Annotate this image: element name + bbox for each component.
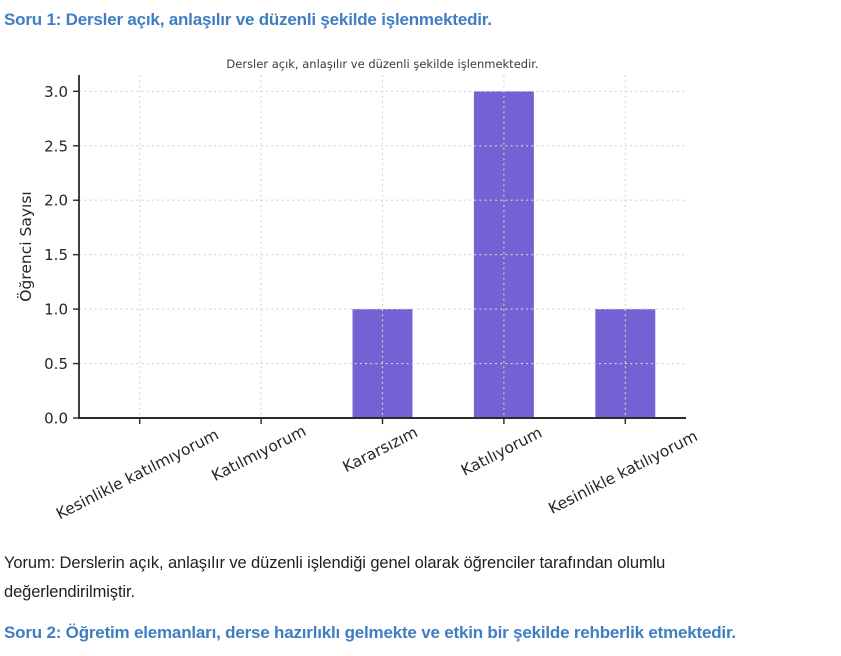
- y-tick-label: 3.0: [44, 83, 68, 101]
- y-axis-title: Öğrenci Sayısı: [16, 191, 35, 301]
- y-tick-label: 0.5: [44, 355, 68, 373]
- y-tick-label: 2.0: [44, 192, 68, 210]
- x-tick-label: Katılıyorum: [458, 423, 545, 479]
- y-tick-label: 1.0: [44, 301, 68, 319]
- x-tick-label: Kararsızım: [340, 423, 421, 476]
- chart-title: Dersler açık, anlaşılır ve düzenli şekil…: [226, 57, 538, 71]
- x-tick-label: Katılmıyorum: [209, 422, 309, 485]
- y-tick-label: 1.5: [44, 246, 68, 264]
- bar-chart-svg: 0.0 0.5 1.0 1.5 2.0 2.5 3.0 Kesinlikle katılmıy…: [16, 57, 701, 524]
- bar: [473, 91, 534, 419]
- question-2-heading: Soru 2: Öğretim elemanları, derse hazırl…: [4, 623, 736, 642]
- question-1-heading: Soru 1: Dersler açık, anlaşılır ve düzen…: [4, 10, 492, 29]
- x-tick-label: Kesinlikle katılmıyorum: [53, 426, 221, 524]
- chart-figure: 0.0 0.5 1.0 1.5 2.0 2.5 3.0 Kesinlikle katılmıy…: [0, 48, 800, 553]
- comment-paragraph: Yorum: Derslerin açık, anlaşılır ve düze…: [4, 554, 666, 601]
- x-tick-label: Kesinlikle katılıyorum: [546, 427, 701, 518]
- y-tick-label: 0.0: [44, 410, 68, 428]
- y-tick-label: 2.5: [44, 137, 68, 155]
